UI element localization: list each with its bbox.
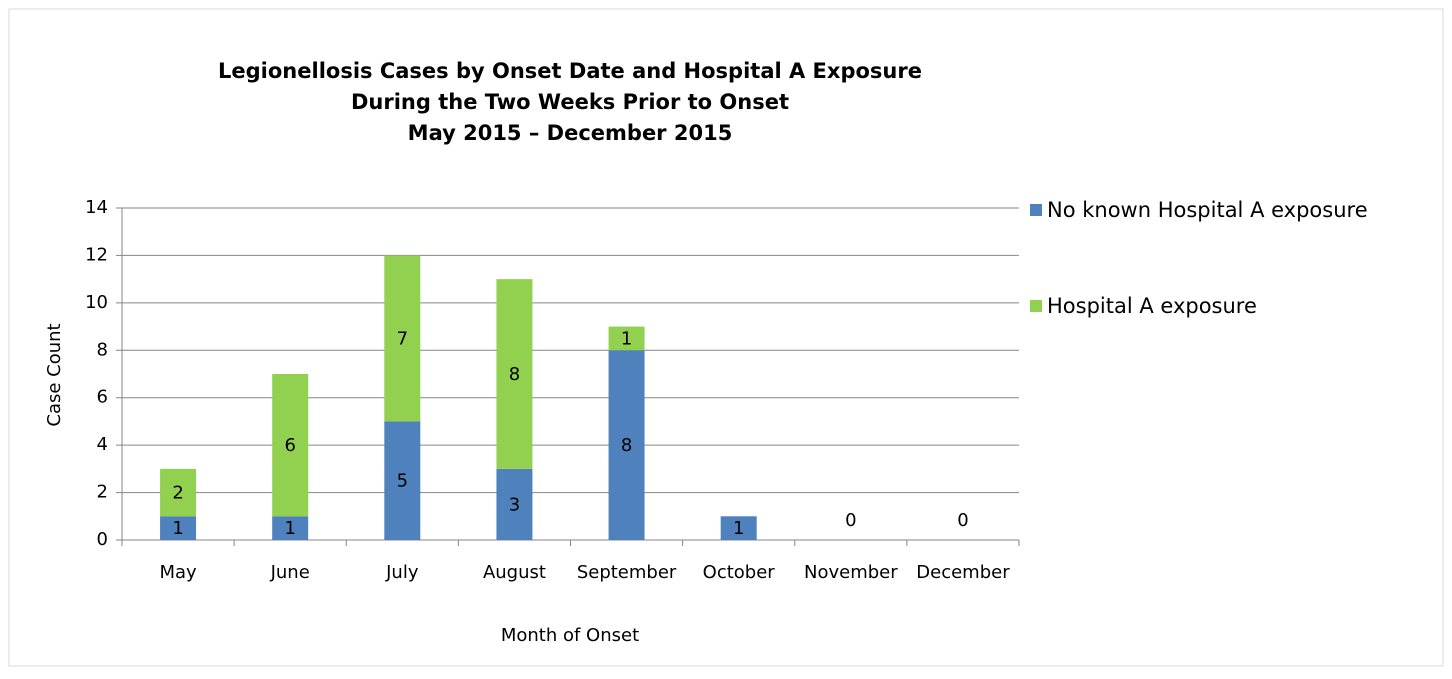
data-label: 1	[733, 518, 744, 539]
y-tick-label: 6	[97, 387, 108, 408]
bar-segment	[608, 350, 645, 540]
bar-segment	[384, 255, 421, 422]
bar-segment	[160, 516, 197, 540]
chart-title: Legionellosis Cases by Onset Date and Ho…	[218, 59, 922, 83]
y-tick-label: 10	[85, 292, 108, 313]
bar-segment	[160, 468, 197, 517]
chart-title: During the Two Weeks Prior to Onset	[351, 90, 789, 114]
data-label: 0	[845, 510, 856, 531]
chart-title: May 2015 – December 2015	[408, 121, 733, 145]
data-label: 7	[397, 328, 408, 349]
bar-segment	[608, 326, 645, 351]
data-label: 3	[509, 494, 520, 515]
x-tick-label: May	[159, 562, 197, 583]
x-tick-label: October	[703, 562, 776, 583]
bar-segment	[384, 421, 421, 540]
chart-frame	[8, 8, 1444, 667]
y-tick-label: 14	[85, 197, 108, 218]
y-tick-label: 2	[97, 482, 108, 503]
y-axis-label: Case Count	[44, 323, 65, 426]
x-tick-label: July	[385, 562, 419, 583]
data-label: 6	[284, 435, 295, 456]
x-tick-label: August	[483, 562, 546, 583]
data-label: 1	[621, 328, 632, 349]
x-tick-label: November	[804, 562, 898, 583]
y-tick-label: 4	[97, 434, 108, 455]
y-tick-label: 12	[85, 244, 108, 265]
bar-segment	[496, 468, 533, 540]
legend-swatch	[1030, 204, 1042, 216]
data-label: 1	[172, 518, 183, 539]
data-label: 1	[284, 518, 295, 539]
x-tick-label: December	[916, 562, 1010, 583]
legend-label: Hospital A exposure	[1047, 294, 1257, 318]
bar-segment	[272, 516, 309, 540]
data-label: 8	[621, 435, 632, 456]
legend-swatch	[1030, 300, 1042, 312]
data-label: 5	[397, 471, 408, 492]
x-tick-label: June	[270, 562, 310, 583]
data-label: 8	[509, 364, 520, 385]
y-tick-label: 0	[97, 529, 108, 550]
bar-segment	[496, 279, 533, 469]
bar-segment	[720, 516, 757, 540]
data-label: 0	[957, 510, 968, 531]
bar-segment	[272, 374, 309, 517]
data-label: 2	[172, 483, 183, 504]
y-tick-label: 8	[97, 339, 108, 360]
legend-label: No known Hospital A exposure	[1047, 198, 1368, 222]
x-tick-label: September	[577, 562, 677, 583]
x-axis-label: Month of Onset	[501, 625, 639, 646]
